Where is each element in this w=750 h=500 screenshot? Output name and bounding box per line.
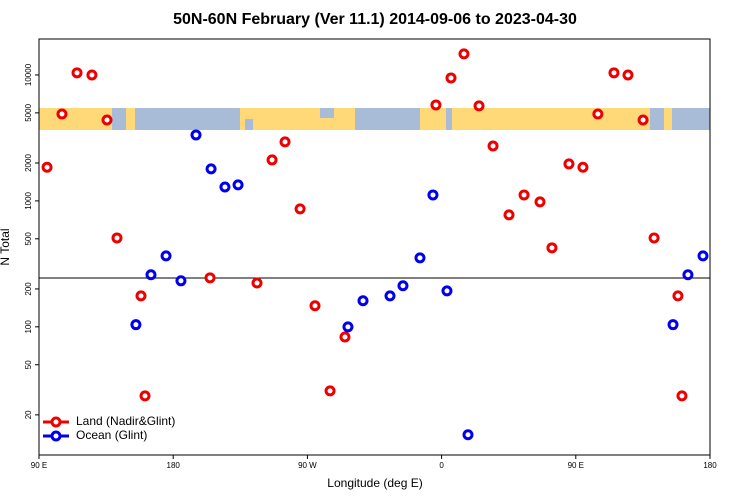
data-point xyxy=(135,290,147,302)
data-point xyxy=(190,129,202,141)
x-tick-label: 90 E xyxy=(31,461,47,470)
y-tick-label: 500 xyxy=(24,232,33,246)
data-point xyxy=(339,331,351,343)
data-point xyxy=(219,181,231,193)
data-point xyxy=(608,67,620,79)
data-point xyxy=(175,275,187,287)
data-point xyxy=(71,67,83,79)
data-point xyxy=(139,390,151,402)
data-point xyxy=(563,158,575,170)
data-point xyxy=(430,99,442,111)
y-tick-label: 1000 xyxy=(24,191,33,209)
plot-frame xyxy=(38,38,711,456)
data-point xyxy=(342,321,354,333)
data-point xyxy=(279,136,291,148)
x-axis-label: Longitude (deg E) xyxy=(327,476,422,490)
y-axis-label: N Total xyxy=(0,228,12,265)
y-tick-label: 100 xyxy=(24,320,33,334)
data-point xyxy=(676,390,688,402)
data-point xyxy=(357,295,369,307)
data-point xyxy=(56,108,68,120)
data-point xyxy=(637,114,649,126)
data-point xyxy=(672,290,684,302)
data-point xyxy=(111,232,123,244)
data-point xyxy=(697,250,709,262)
data-point xyxy=(473,100,485,112)
x-tick-label: 0 xyxy=(439,461,444,470)
data-point xyxy=(682,269,694,281)
data-point xyxy=(309,300,321,312)
data-point xyxy=(534,196,546,208)
data-point xyxy=(294,203,306,215)
x-tick-label: 180 xyxy=(703,461,717,470)
legend-label: Ocean (Glint) xyxy=(76,428,147,442)
data-point xyxy=(41,161,53,173)
legend-marker xyxy=(50,416,62,428)
data-point xyxy=(622,69,634,81)
data-point xyxy=(160,250,172,262)
data-point xyxy=(592,108,604,120)
y-tick-label: 5000 xyxy=(24,103,33,121)
data-point xyxy=(546,242,558,254)
data-point xyxy=(458,48,470,60)
data-point xyxy=(251,277,263,289)
data-point xyxy=(648,232,660,244)
data-point xyxy=(441,285,453,297)
x-tick-label: 180 xyxy=(167,461,181,470)
data-point xyxy=(667,319,679,331)
data-point xyxy=(397,280,409,292)
data-point xyxy=(266,154,278,166)
chart-title: 50N-60N February (Ver 11.1) 2014-09-06 t… xyxy=(173,11,577,28)
data-point xyxy=(427,189,439,201)
data-point xyxy=(145,269,157,281)
data-point xyxy=(577,161,589,173)
legend-label: Land (Nadir&Glint) xyxy=(76,414,175,428)
data-point xyxy=(205,163,217,175)
data-point xyxy=(462,429,474,441)
data-point xyxy=(130,319,142,331)
data-point xyxy=(487,140,499,152)
x-tick-label: 90 W xyxy=(298,461,317,470)
y-tick-label: 10000 xyxy=(24,63,33,86)
map-band xyxy=(39,108,710,130)
data-point xyxy=(324,385,336,397)
data-point xyxy=(384,290,396,302)
x-tick-label: 90 E xyxy=(568,461,584,470)
data-point xyxy=(518,189,530,201)
y-tick-label: 2000 xyxy=(24,154,33,172)
data-point xyxy=(445,72,457,84)
y-tick-label: 50 xyxy=(24,360,33,369)
data-point xyxy=(232,179,244,191)
data-point xyxy=(101,114,113,126)
data-point xyxy=(414,252,426,264)
y-tick-label: 200 xyxy=(24,282,33,296)
data-point xyxy=(503,209,515,221)
y-tick-label: 20 xyxy=(24,410,33,419)
data-point xyxy=(86,69,98,81)
data-point xyxy=(204,272,216,284)
legend-marker xyxy=(50,430,62,442)
